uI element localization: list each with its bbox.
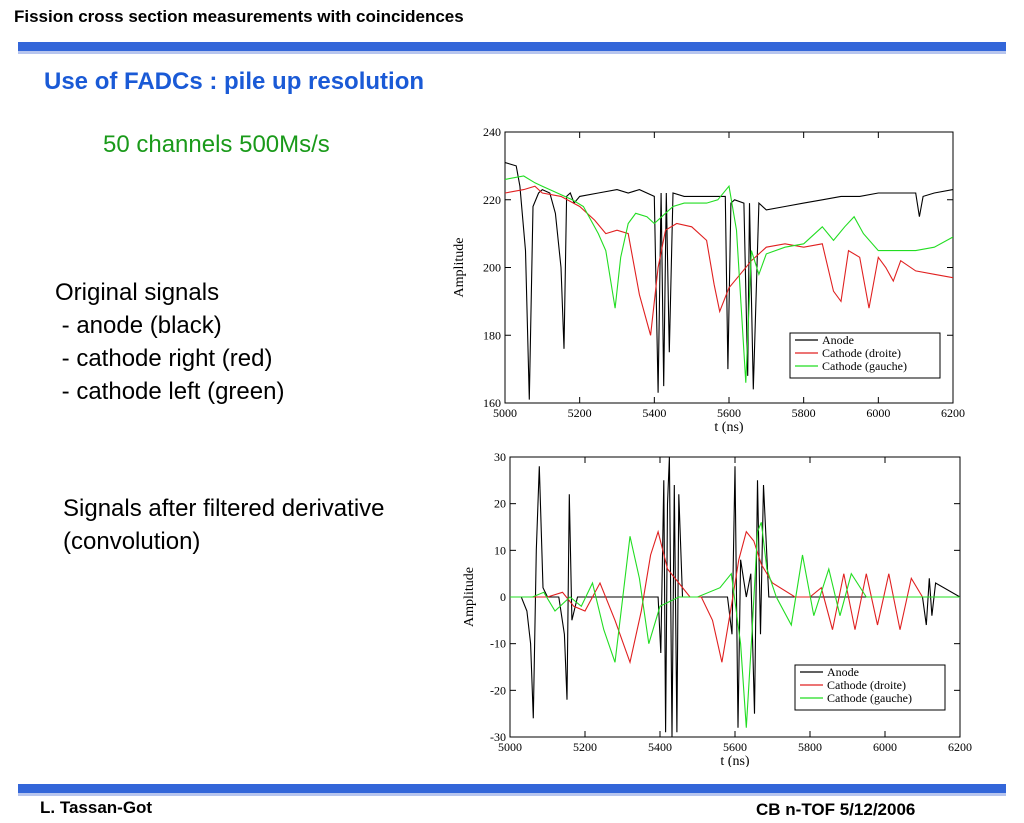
x-axis-label: t (ns): [720, 754, 750, 767]
x-tick-label: 5800: [792, 406, 816, 420]
y-tick-label: -20: [490, 683, 506, 697]
y-tick-label: -10: [490, 637, 506, 651]
x-tick-label: 5600: [723, 740, 747, 754]
filtered-derivative-chart: 5000 5200 5400 5600 5800 6000 6200 -30 -20 -10 0 10…: [462, 450, 972, 767]
legend-label: Cathode (gauche): [827, 691, 912, 705]
x-tick-label: 5400: [648, 740, 672, 754]
x-tick-label: 5200: [568, 406, 592, 420]
y-tick-label: 0: [500, 590, 506, 604]
original-signals-text: Original signals - anode (black) - catho…: [55, 276, 284, 408]
x-axis-label: t (ns): [714, 420, 744, 434]
slide-title: Use of FADCs : pile up resolution: [44, 68, 425, 95]
y-tick-label: 240: [483, 125, 501, 139]
top-accent-bar-shadow: [18, 51, 1006, 54]
x-tick-label: 5000: [498, 740, 522, 754]
bottom-accent-bar-shadow: [18, 793, 1006, 796]
y-tick-label: 160: [483, 396, 501, 410]
original-signals-heading: Original signals: [55, 279, 220, 306]
original-signals-line-anode: - anode (black): [55, 312, 222, 339]
header-title: Fission cross section measurements with …: [14, 7, 464, 26]
y-tick-label: 200: [483, 261, 501, 275]
derivative-line-2: (convolution): [63, 528, 201, 555]
x-tick-label: 5400: [642, 406, 666, 420]
bottom-accent-bar: [18, 784, 1006, 793]
x-tick-label: 6200: [948, 740, 972, 754]
original-signals-line-cathode-right: - cathode right (red): [55, 345, 273, 372]
x-tick-label: 5600: [717, 406, 741, 420]
footer-author: L. Tassan-Got: [40, 798, 153, 817]
legend-label: Cathode (droite): [827, 678, 906, 692]
legend-label: Anode: [822, 333, 854, 347]
legend-label: Cathode (gauche): [822, 359, 907, 373]
x-tick-label: 6000: [866, 406, 890, 420]
series-line-0: [505, 161, 953, 400]
y-tick-label: 20: [494, 497, 506, 511]
y-axis-label: Amplitude: [452, 238, 467, 298]
y-axis-label: Amplitude: [462, 567, 477, 627]
legend-label: Anode: [827, 665, 859, 679]
legend-label: Cathode (droite): [822, 346, 901, 360]
top-accent-bar: [18, 42, 1006, 51]
x-tick-label: 6000: [873, 740, 897, 754]
footer-date: CB n-TOF 5/12/2006: [756, 800, 916, 819]
y-tick-label: -30: [490, 730, 506, 744]
derivative-text: Signals after filtered derivative (convo…: [63, 492, 385, 558]
x-tick-label: 5200: [573, 740, 597, 754]
x-tick-label: 5000: [493, 406, 517, 420]
series-line-1: [510, 529, 960, 665]
series-line-2: [505, 175, 953, 383]
derivative-line-1: Signals after filtered derivative: [63, 495, 385, 522]
y-tick-label: 30: [494, 450, 506, 464]
channels-note: 50 channels 500Ms/s: [103, 131, 330, 158]
series-line-1: [505, 185, 953, 336]
y-tick-label: 180: [483, 328, 501, 342]
x-tick-label: 6200: [941, 406, 965, 420]
y-tick-label: 10: [494, 543, 506, 557]
original-signals-line-cathode-left: - cathode left (green): [55, 378, 285, 405]
x-tick-label: 5800: [798, 740, 822, 754]
series-line-2: [510, 522, 960, 728]
original-signals-chart: 5000 5200 5400 5600 5800 6000 6200 160 180 200 220…: [452, 125, 965, 434]
y-tick-label: 220: [483, 193, 501, 207]
